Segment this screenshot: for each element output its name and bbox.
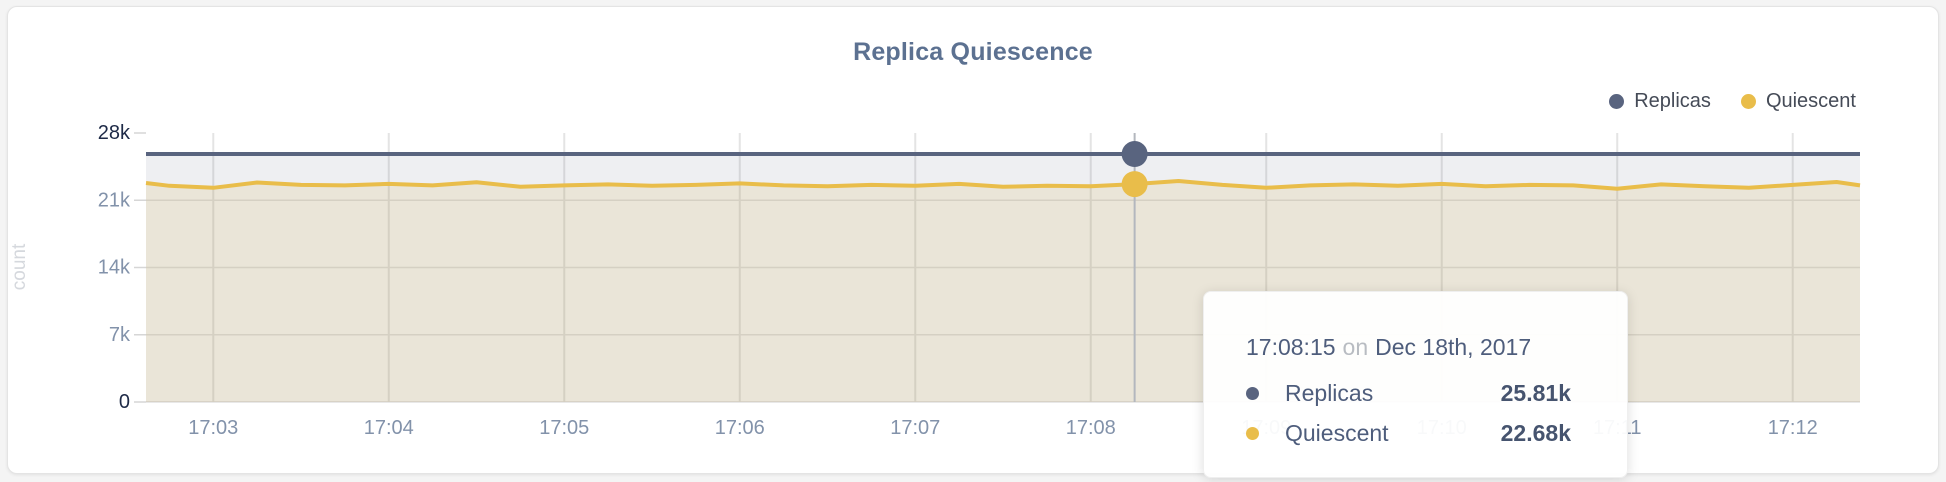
- x-tick-label: 17:12: [1768, 417, 1818, 439]
- legend-label-quiescent: Quiescent: [1765, 90, 1856, 112]
- x-tick-label: 17:05: [539, 417, 589, 439]
- legend-label-replicas: Replicas: [1634, 90, 1711, 112]
- tooltip-time: 17:08:15: [1246, 334, 1336, 360]
- y-tick-label: 28k: [98, 122, 131, 144]
- tooltip-series-name: Quiescent: [1285, 419, 1389, 446]
- y-tick-label: 7k: [109, 324, 131, 346]
- x-tick-label: 17:03: [188, 417, 238, 439]
- hover-tooltip: 17:08:15 on Dec 18th, 2017 Replicas 25.81k…: [1203, 291, 1628, 478]
- tooltip-row-quiescent: Quiescent 22.68k: [1246, 413, 1571, 453]
- tooltip-header: 17:08:15 on Dec 18th, 2017: [1246, 334, 1571, 361]
- legend-item-quiescent[interactable]: Quiescent: [1740, 90, 1856, 113]
- y-tick-label: 21k: [98, 189, 131, 211]
- tooltip-series-value: 25.81k: [1500, 379, 1571, 406]
- x-tick-label: 17:08: [1066, 417, 1116, 439]
- quiescent-legend-dot-icon: [1740, 94, 1756, 109]
- y-tick-label: 0: [119, 391, 130, 413]
- x-tick-label: 17:04: [364, 417, 414, 439]
- replicas-dot-icon: [1246, 386, 1259, 400]
- tooltip-connector: on: [1342, 334, 1369, 360]
- chart-title: Replica Quiescence: [853, 38, 1093, 66]
- legend: Replicas Quiescent: [1609, 90, 1856, 113]
- x-tick-label: 17:07: [890, 417, 940, 439]
- tooltip-series-value: 22.68k: [1500, 419, 1571, 446]
- x-tick-label: 17:06: [715, 417, 765, 439]
- legend-item-replicas[interactable]: Replicas: [1609, 90, 1711, 113]
- y-tick-label: 14k: [98, 257, 131, 279]
- replicas-marker: [1121, 141, 1148, 168]
- replicas-legend-dot-icon: [1609, 94, 1625, 109]
- quiescent-line: [145, 179, 1861, 191]
- quiescent-marker: [1121, 171, 1148, 198]
- tooltip-date: Dec 18th, 2017: [1375, 334, 1532, 360]
- quiescent-dot-icon: [1246, 426, 1259, 440]
- tooltip-row-replicas: Replicas 25.81k: [1246, 373, 1571, 413]
- tooltip-series-name: Replicas: [1285, 379, 1374, 406]
